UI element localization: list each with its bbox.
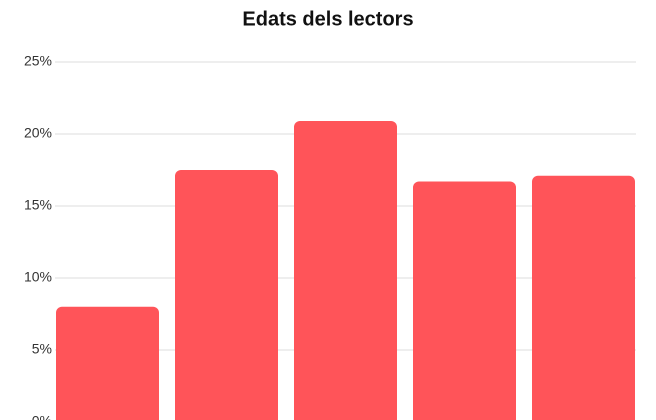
y-tick-label: 15% bbox=[24, 197, 52, 213]
bar bbox=[175, 170, 278, 420]
bar bbox=[413, 181, 516, 420]
y-tick-label: 10% bbox=[24, 269, 52, 285]
chart-title: Edats dels lectors bbox=[242, 8, 413, 30]
bar bbox=[56, 306, 159, 420]
y-tick-label: 5% bbox=[32, 341, 52, 357]
bar bbox=[532, 175, 635, 420]
y-tick-label: 25% bbox=[24, 53, 52, 69]
bar bbox=[294, 121, 397, 420]
y-tick-label: 20% bbox=[24, 125, 52, 141]
y-tick-label: 0% bbox=[32, 413, 52, 420]
